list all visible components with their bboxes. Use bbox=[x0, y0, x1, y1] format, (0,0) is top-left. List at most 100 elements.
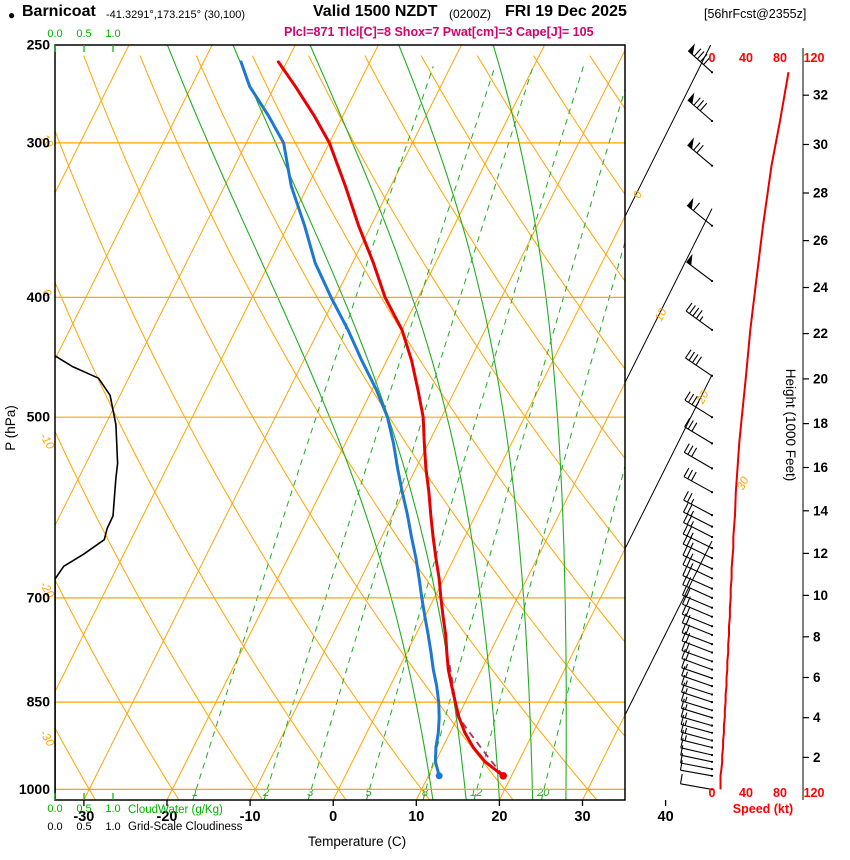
barb-staff bbox=[683, 476, 713, 493]
barb-base-dot bbox=[710, 567, 714, 570]
pressure-axis-title: P (hPa) bbox=[3, 405, 18, 451]
wind-barb bbox=[681, 674, 714, 696]
barb-base-dot bbox=[710, 577, 714, 580]
barb-full-tick bbox=[685, 650, 690, 661]
station-name: Barnicoat bbox=[22, 3, 96, 20]
pressure-tick-label: 700 bbox=[27, 589, 51, 605]
wind-barb bbox=[686, 197, 714, 227]
cloudiness-scale-label: 1.0 bbox=[105, 821, 120, 833]
barb-full-tick bbox=[696, 100, 705, 109]
wind-barb bbox=[687, 92, 714, 123]
height-tick-label: 6 bbox=[813, 670, 821, 685]
barb-full-tick bbox=[681, 585, 688, 596]
barb-full-tick bbox=[681, 623, 687, 633]
moist-adiabat-line bbox=[492, 45, 567, 800]
dry-adiabat-line bbox=[589, 55, 625, 110]
barb-staff bbox=[681, 658, 713, 671]
cloudwater-scale-top-label: 0.5 bbox=[76, 28, 91, 40]
mixing-ratio-label: 12 bbox=[470, 787, 482, 799]
speed-tick-label-top: 120 bbox=[804, 51, 825, 65]
wind-speed-profile bbox=[719, 72, 790, 790]
barb-full-tick bbox=[685, 302, 693, 312]
barb-base-dot bbox=[710, 514, 714, 517]
barb-staff bbox=[682, 543, 713, 559]
wind-barb bbox=[681, 604, 714, 628]
wind-barb bbox=[687, 43, 714, 74]
barb-staff bbox=[682, 575, 713, 590]
wind-barb bbox=[683, 443, 714, 470]
temp-tick-label: -20 bbox=[157, 809, 178, 825]
barb-full-tick bbox=[683, 467, 690, 477]
barb-full-tick bbox=[680, 753, 684, 764]
isotherm-line bbox=[55, 45, 130, 195]
barb-staff bbox=[684, 399, 713, 418]
wind-barb bbox=[681, 666, 714, 688]
isotherm-line bbox=[166, 45, 545, 800]
barb-full-tick bbox=[688, 351, 695, 361]
barb-staff bbox=[682, 533, 713, 549]
barb-base-dot bbox=[710, 774, 714, 777]
barb-base-dot bbox=[710, 633, 714, 637]
pressure-tick-label: 500 bbox=[27, 409, 51, 425]
barb-full-tick bbox=[684, 418, 691, 428]
cloudwater-scale-bottom-label: 0.0 bbox=[47, 803, 62, 815]
isotherm-extension-line bbox=[624, 208, 713, 383]
barb-staff bbox=[681, 632, 713, 645]
speed-tick-label-top: 0 bbox=[709, 51, 716, 65]
barb-base-dot bbox=[710, 753, 714, 757]
wind-barb bbox=[685, 349, 714, 377]
surface-temperature-dot bbox=[499, 772, 508, 780]
barb-staff bbox=[680, 769, 713, 777]
barb-full-tick bbox=[681, 604, 687, 615]
barb-staff bbox=[682, 554, 713, 570]
barb-flag bbox=[687, 92, 695, 104]
wind-barb bbox=[681, 658, 714, 680]
isotherm-line bbox=[415, 381, 625, 800]
barb-full-tick bbox=[693, 142, 701, 151]
barb-full-tick bbox=[691, 447, 698, 457]
barb-base-dot bbox=[710, 547, 714, 550]
barb-base-dot bbox=[710, 746, 714, 749]
isotherm-line bbox=[332, 215, 625, 800]
barb-full-tick bbox=[685, 624, 691, 635]
mixing-ratio-line bbox=[366, 65, 584, 800]
cloudwater-axis-title: CloudWater (g/Kg) bbox=[128, 804, 223, 816]
barb-half-tick bbox=[695, 401, 699, 408]
grid-layer: 1 2 3 5 8 12 20 bbox=[55, 45, 625, 800]
height-tick-label: 10 bbox=[813, 588, 828, 603]
barb-half-tick bbox=[684, 704, 688, 710]
barb-staff bbox=[683, 522, 713, 538]
wind-barb bbox=[680, 722, 714, 742]
barb-full-tick bbox=[691, 422, 698, 432]
barb-staff bbox=[680, 754, 713, 763]
barb-base-dot bbox=[710, 693, 714, 696]
barb-full-tick bbox=[683, 443, 690, 453]
isotherm-label-right: 30 bbox=[735, 475, 752, 492]
isotherm-line bbox=[582, 713, 625, 800]
barb-staff bbox=[681, 700, 713, 711]
height-tick-label: 12 bbox=[813, 546, 828, 561]
wind-barb bbox=[685, 302, 714, 331]
pressure-tick-label: 400 bbox=[27, 289, 51, 305]
speed-tick-label-bottom: 40 bbox=[739, 786, 753, 800]
height-axis-title: Height (1000 Feet) bbox=[783, 369, 798, 482]
speed-axis-title: Speed (kt) bbox=[733, 802, 793, 816]
dry-adiabat-label: -10 bbox=[37, 431, 56, 452]
barb-full-tick bbox=[680, 729, 684, 740]
speed-tick-label-bottom: 0 bbox=[709, 786, 716, 800]
temp-axis-title: Temperature (C) bbox=[308, 834, 406, 849]
wind-barb bbox=[682, 524, 714, 550]
barb-half-tick bbox=[685, 688, 688, 694]
speed-tick-label-top: 80 bbox=[773, 51, 787, 65]
barb-staff bbox=[680, 747, 713, 756]
barb-staff bbox=[685, 357, 713, 377]
dry-adiabat-line bbox=[139, 55, 598, 800]
barb-base-dot bbox=[710, 643, 714, 646]
barb-staff bbox=[681, 640, 713, 654]
barb-staff bbox=[687, 99, 713, 122]
barb-base-dot bbox=[710, 491, 714, 494]
barb-staff bbox=[680, 762, 713, 770]
barb-base-dot bbox=[710, 164, 714, 167]
barb-full-tick bbox=[691, 395, 698, 405]
